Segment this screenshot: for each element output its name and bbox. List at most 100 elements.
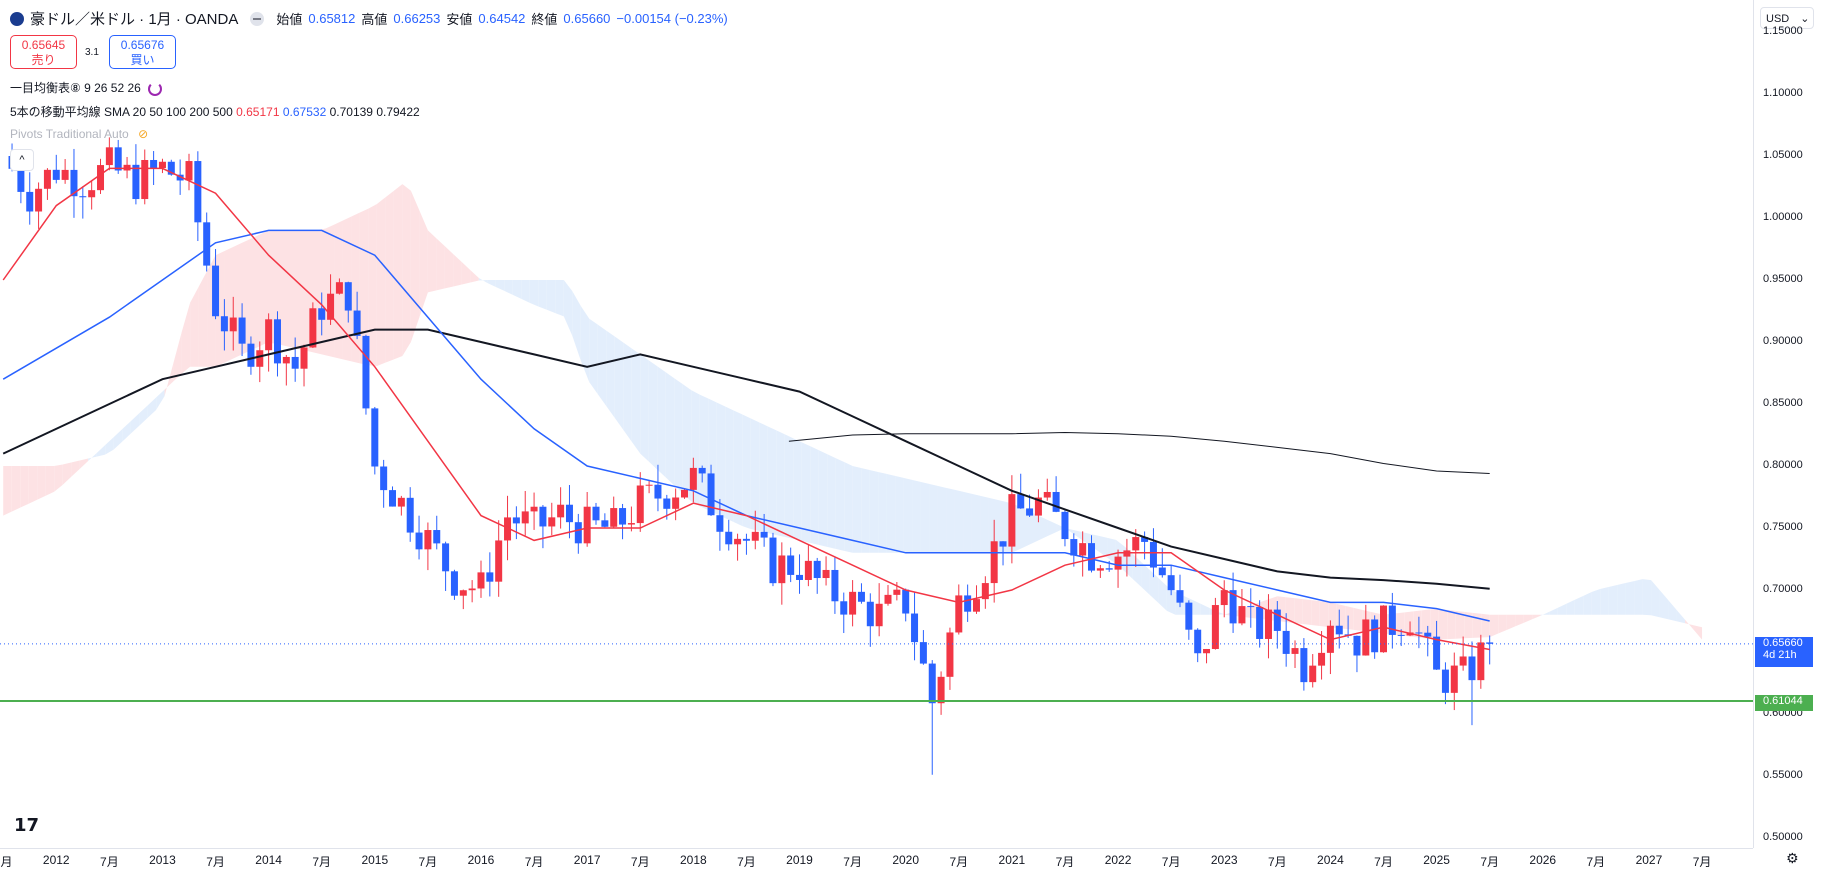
candle-body [1096, 568, 1104, 571]
cloud-segment [980, 495, 989, 553]
cloud-segment [1302, 599, 1312, 625]
tradingview-logo-icon[interactable]: 𝟭𝟳 [14, 815, 40, 835]
candle-body [1486, 642, 1494, 644]
gear-icon[interactable]: ⚙ [1786, 850, 1799, 866]
price-tick-label: 1.15000 [1763, 25, 1803, 37]
cloud-segment [606, 330, 615, 418]
cloud-segment [28, 466, 38, 504]
cloud-segment [674, 378, 683, 494]
candle-body [610, 508, 618, 527]
cloud-segment [844, 462, 853, 553]
time-tick-label: 7月 [1586, 855, 1606, 869]
ichimoku-label: 一目均衡表⑧ 9 26 52 26 [10, 81, 141, 95]
candle-body [415, 532, 423, 550]
symbol-title[interactable]: 豪ドル／米ドル · 1月 · OANDA [30, 11, 239, 28]
candle-body [964, 595, 972, 612]
cloud-segment [139, 405, 148, 426]
cloud-segment [1515, 614, 1524, 627]
cloud-segment [1081, 531, 1091, 546]
candle-body [105, 147, 113, 166]
candle-body [760, 531, 768, 538]
candle-body [1167, 575, 1175, 591]
candle-body [141, 159, 149, 200]
candle-body [61, 169, 69, 180]
candle-body [35, 188, 43, 212]
cloud-segment [657, 366, 666, 478]
cloud-segment [1090, 533, 1099, 552]
cloud-segment [623, 342, 632, 442]
cloud-segment [1064, 528, 1074, 534]
cloud-segment [291, 230, 301, 350]
time-tick-label: 2015 [361, 853, 389, 867]
candle-body [893, 589, 901, 595]
sma100-value: 0.70139 [329, 105, 373, 119]
cloud-segment [1413, 610, 1422, 638]
indicator-sma[interactable]: 5本の移動平均線 SMA 20 50 100 200 500 0.65171 0… [10, 103, 420, 120]
candle-body [468, 588, 476, 591]
candle-body [831, 569, 839, 602]
candle-body [318, 308, 326, 320]
hide-icon[interactable] [250, 11, 265, 26]
candle-body [176, 174, 184, 181]
cloud-segment [1693, 625, 1703, 640]
cloud-segment [1014, 504, 1023, 552]
candle-body [539, 506, 547, 527]
cloud-segment [1685, 619, 1694, 630]
candle-body [1450, 665, 1458, 693]
candle-body [955, 595, 963, 633]
candle-body [1256, 606, 1264, 639]
cloud-segment [470, 270, 479, 283]
cloud-segment [156, 389, 165, 410]
candle-body [636, 485, 644, 524]
sell-button[interactable]: 0.65645 売り [10, 35, 77, 69]
candle-body [362, 335, 370, 409]
last-price-badge: 0.65660 4d 21h [1755, 637, 1813, 667]
cloud-segment [742, 414, 751, 529]
cloud-segment [878, 471, 887, 553]
cloud-segment [1464, 611, 1473, 639]
candle-body [79, 196, 87, 198]
candle-body [1441, 669, 1449, 693]
candle-body [1397, 634, 1405, 636]
cloud-segment [725, 406, 734, 523]
chart-header: 豪ドル／米ドル · 1月 · OANDA 始値 0.65812 高値 0.66253… [10, 8, 728, 29]
candle-body [751, 531, 759, 541]
time-tick-label: 7月 [1267, 855, 1287, 869]
cloud-segment [1557, 603, 1567, 615]
collapse-legend-button[interactable]: ^ [10, 149, 34, 171]
cloud-segment [504, 280, 513, 295]
candle-body [1282, 630, 1290, 654]
candle-body [220, 316, 228, 332]
cloud-segment [130, 413, 140, 434]
cloud-segment [1158, 578, 1167, 611]
loading-icon [148, 81, 163, 96]
indicator-pivots[interactable]: Pivots Traditional Auto ⊘ [10, 127, 148, 141]
cloud-segment [1455, 610, 1465, 639]
time-tick-label: 2013 [149, 853, 176, 867]
candle-body [654, 484, 662, 499]
cloud-segment [71, 460, 80, 477]
candle-body [1300, 648, 1308, 683]
indicator-ichimoku[interactable]: 一目均衡表⑧ 9 26 52 26 [10, 79, 163, 96]
cloud-segment [997, 499, 1006, 553]
cloud-segment [1668, 599, 1677, 622]
cloud-segment [665, 372, 675, 486]
cloud-segment [20, 466, 29, 508]
candle-body [1291, 648, 1299, 654]
cloud-segment [1022, 508, 1031, 548]
candle-body [707, 473, 715, 516]
cloud-segment [147, 397, 157, 418]
candle-body [672, 497, 680, 509]
cloud-segment [810, 446, 819, 545]
sma50-value: 0.67532 [282, 105, 327, 119]
time-tick-label: 7月 [949, 855, 969, 869]
price-axis[interactable] [1753, 0, 1821, 848]
price-tick-label: 0.70000 [1763, 583, 1803, 595]
cloud-segment [1447, 609, 1456, 640]
candle-body [256, 350, 264, 367]
buy-button[interactable]: 0.65676 買い [109, 35, 176, 69]
time-axis[interactable] [0, 848, 1753, 873]
currency-selector[interactable]: USD ⌄ [1760, 7, 1814, 29]
candle-body [1043, 491, 1051, 498]
price-chart[interactable] [0, 0, 1753, 848]
